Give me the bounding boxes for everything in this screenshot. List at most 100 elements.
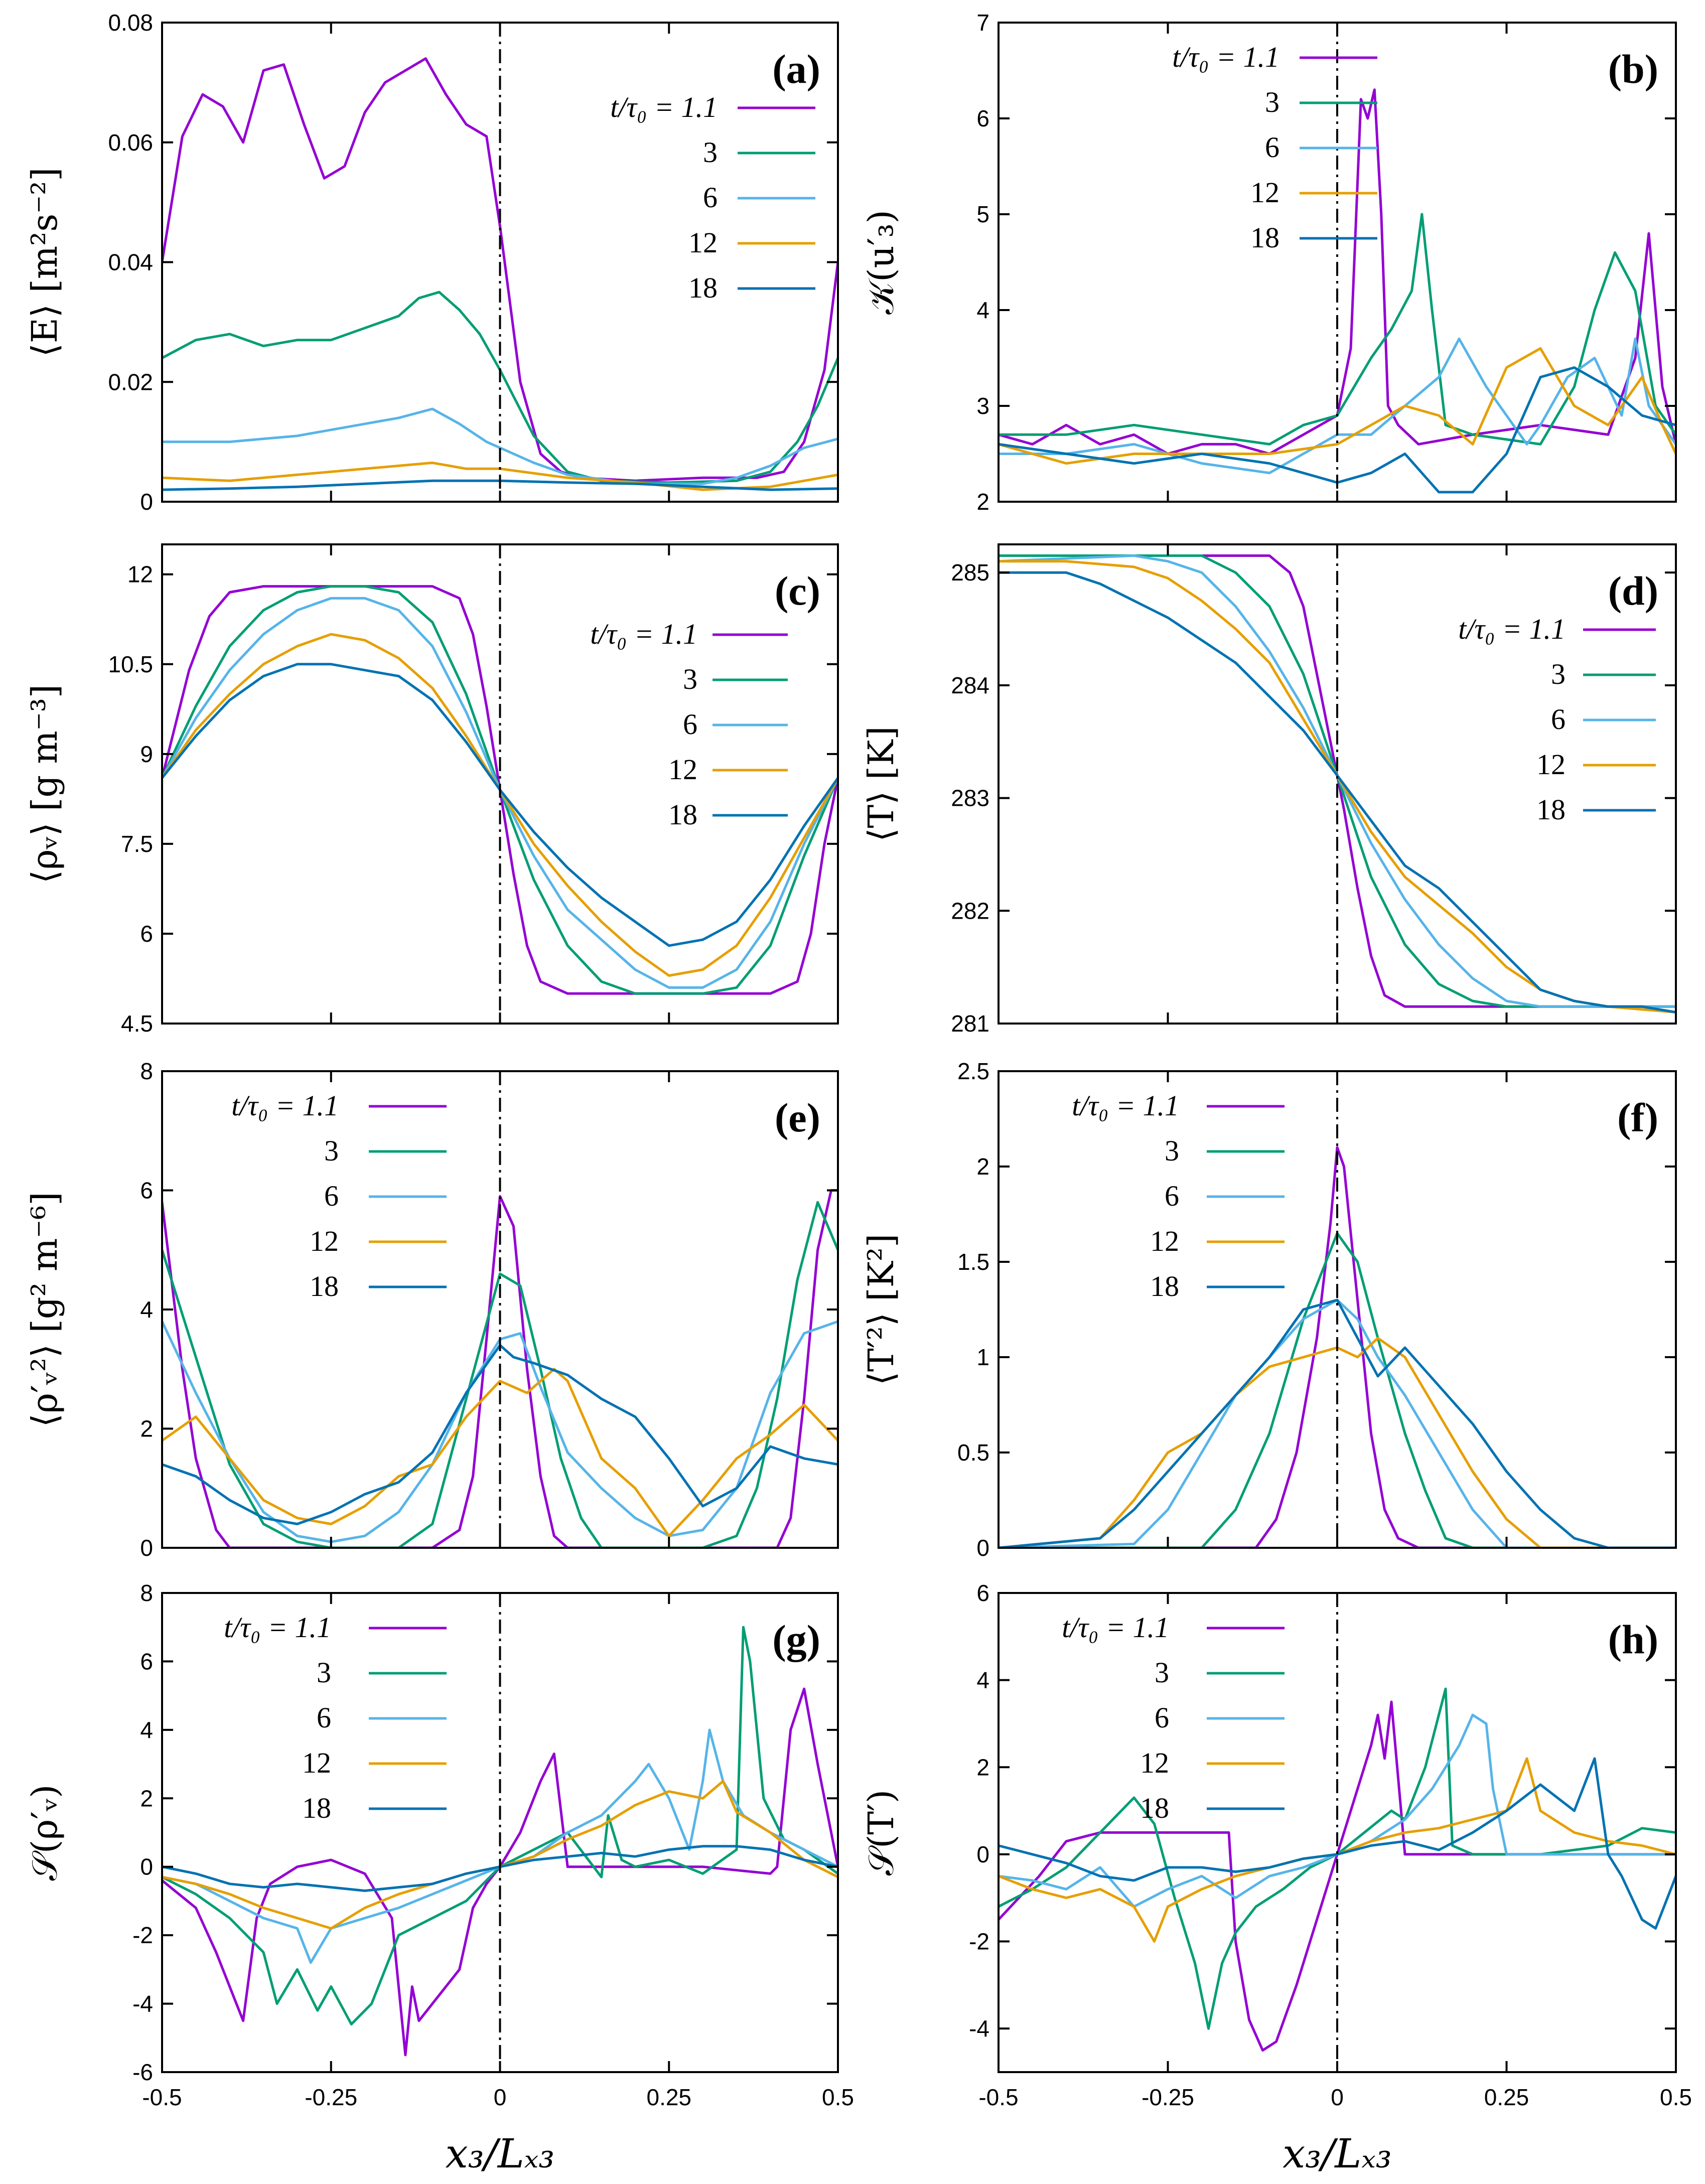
y-axis-title: 𝒮(T′)	[861, 1790, 902, 1875]
legend-label: 6	[1155, 1701, 1169, 1734]
series-line-h-18	[999, 1757, 1676, 1930]
x-tick-label: 0	[494, 2084, 507, 2110]
y-tick-label: 1.5	[957, 1249, 989, 1275]
series-line-e-18	[162, 1344, 838, 1525]
legend-label: 6	[1165, 1180, 1179, 1212]
panel-e: 0 2 4 6 8 ⟨ρ′ᵥ²⟩ [g² m⁻⁶] (e) t/τ₀ = 1.1 3 6 12 18	[24, 1058, 839, 1561]
legend-label: 6	[324, 1180, 339, 1212]
y-tick-label: 8	[140, 1580, 153, 1606]
y-axis-title: ⟨ρ′ᵥ²⟩ [g² m⁻⁶]	[24, 1192, 65, 1427]
series-line-f-1_1	[999, 1146, 1676, 1548]
y-tick-label: 12	[127, 561, 153, 588]
series-line-d-18	[999, 571, 1676, 1013]
y-tick-label: -2	[132, 1922, 153, 1948]
y-tick-label: 2.5	[957, 1058, 989, 1084]
legend-label: t/τ₀ = 1.1	[590, 618, 697, 650]
legend-label: t/τ₀ = 1.1	[1458, 613, 1566, 645]
x-tick-label: 0	[1331, 2084, 1344, 2110]
series-line-b-18	[999, 366, 1676, 494]
x-tick-label: 0.5	[822, 2084, 854, 2110]
series-line-b-6	[999, 337, 1676, 475]
y-tick-label: 0	[140, 1535, 153, 1561]
panel-g: -6 -4 -2 0 2 4 6 8 -0.5 -0.25 0 0.25 0.5 x₃/Lₓ₃ 𝒮(ρ′ᵥ)…	[24, 1580, 854, 2177]
series-line-a-3	[162, 290, 838, 484]
legend-label: 6	[683, 708, 697, 741]
panel-label: (d)	[1608, 568, 1658, 614]
x-tick-label: 0.25	[646, 2084, 691, 2110]
legend-label: t/τ₀ = 1.1	[1062, 1611, 1169, 1644]
legend-label: 12	[1150, 1225, 1179, 1257]
legend-label: 6	[1551, 703, 1566, 736]
legend-label: 3	[1165, 1134, 1179, 1167]
y-tick-label: 6	[976, 1580, 989, 1606]
y-tick-label: 3	[976, 393, 989, 419]
series-line-e-12	[162, 1368, 838, 1537]
y-tick-label: 5	[976, 201, 989, 227]
series-line-d-6	[999, 554, 1676, 1008]
legend-label: 6	[317, 1701, 331, 1734]
legend-label: 18	[688, 271, 718, 304]
legend-label: 12	[1250, 176, 1280, 209]
y-tick-label: 0.5	[957, 1439, 989, 1466]
series-line-e-1_1	[162, 1189, 838, 1548]
y-tick-label: 6	[140, 921, 153, 947]
y-tick-label: 2	[976, 1754, 989, 1780]
y-tick-label: 0	[140, 1854, 153, 1880]
legend-label: t/τ₀ = 1.1	[231, 1089, 339, 1122]
panel-label: (e)	[775, 1095, 820, 1140]
y-tick-label: 2	[976, 1153, 989, 1180]
series-line-g-1_1	[162, 1687, 838, 2057]
series-line-b-1_1	[999, 88, 1676, 455]
y-tick-label: 2	[140, 1785, 153, 1811]
y-tick-label: 9	[140, 741, 153, 767]
y-tick-label: -4	[132, 1991, 153, 2017]
series-line-g-3	[162, 1626, 838, 2025]
legend-label: 3	[324, 1134, 339, 1167]
y-tick-label: 282	[951, 898, 989, 924]
y-tick-label: 8	[140, 1058, 153, 1084]
y-tick-label: 7	[976, 10, 989, 36]
legend-label: 18	[310, 1270, 339, 1302]
series-line-g-12	[162, 1780, 838, 1930]
legend-label: 12	[310, 1225, 339, 1257]
panel-label: (g)	[772, 1617, 820, 1662]
x-axis-title: x₃/Lₓ₃	[446, 2130, 555, 2177]
legend-label: 12	[668, 753, 697, 786]
panel-a: 0 0.02 0.04 0.06 0.08 ⟨E⟩ [m²s⁻²] (a) t/τ₀ = 1.…	[24, 10, 839, 515]
y-tick-label: 7.5	[121, 831, 153, 857]
y-tick-label: 0	[976, 1535, 989, 1561]
legend-label: 12	[1140, 1746, 1169, 1779]
panel-label: (b)	[1608, 46, 1658, 92]
legend-label: 6	[1265, 131, 1280, 164]
series-line-h-1_1	[999, 1700, 1676, 2052]
panel-label: (c)	[775, 568, 820, 614]
series-line-f-18	[999, 1298, 1676, 1548]
y-tick-label: 0	[976, 1841, 989, 1867]
y-axis-title: ⟨ρᵥ⟩ [g m⁻³]	[24, 684, 65, 884]
legend-label: 3	[317, 1656, 331, 1689]
series-line-f-3	[999, 1232, 1676, 1548]
series-line-h-3	[999, 1687, 1676, 2030]
legend-label: 18	[302, 1792, 331, 1824]
legend-label: 3	[703, 136, 718, 169]
series-line-a-1_1	[162, 57, 838, 482]
panel-d: 281 282 283 284 285 ⟨T⟩ [K] (d) t/τ₀ = 1.1 3 6 12 1…	[861, 543, 1677, 1037]
legend-label: 3	[683, 663, 697, 695]
panel-label: (f)	[1617, 1095, 1658, 1140]
legend-label: 3	[1551, 658, 1566, 690]
y-tick-label: 4	[976, 1667, 989, 1693]
legend-label: t/τ₀ = 1.1	[224, 1611, 331, 1644]
x-tick-label: 0.5	[1660, 2084, 1692, 2110]
legend-label: 3	[1265, 86, 1280, 118]
series-line-e-6	[162, 1320, 838, 1543]
x-axis-title: x₃/Lₓ₃	[1283, 2130, 1392, 2177]
series-line-a-6	[162, 407, 838, 485]
legend-label: 18	[1536, 793, 1566, 826]
series-line-b-12	[999, 347, 1676, 465]
y-tick-label: 6	[140, 1178, 153, 1204]
y-tick-label: 4	[140, 1296, 153, 1323]
y-tick-label: 6	[140, 1648, 153, 1674]
panel-h: -4 -2 0 2 4 6 -0.5 -0.25 0 0.25 0.5 x₃/Lₓ₃ 𝒮(T′) (h) t…	[861, 1580, 1692, 2177]
